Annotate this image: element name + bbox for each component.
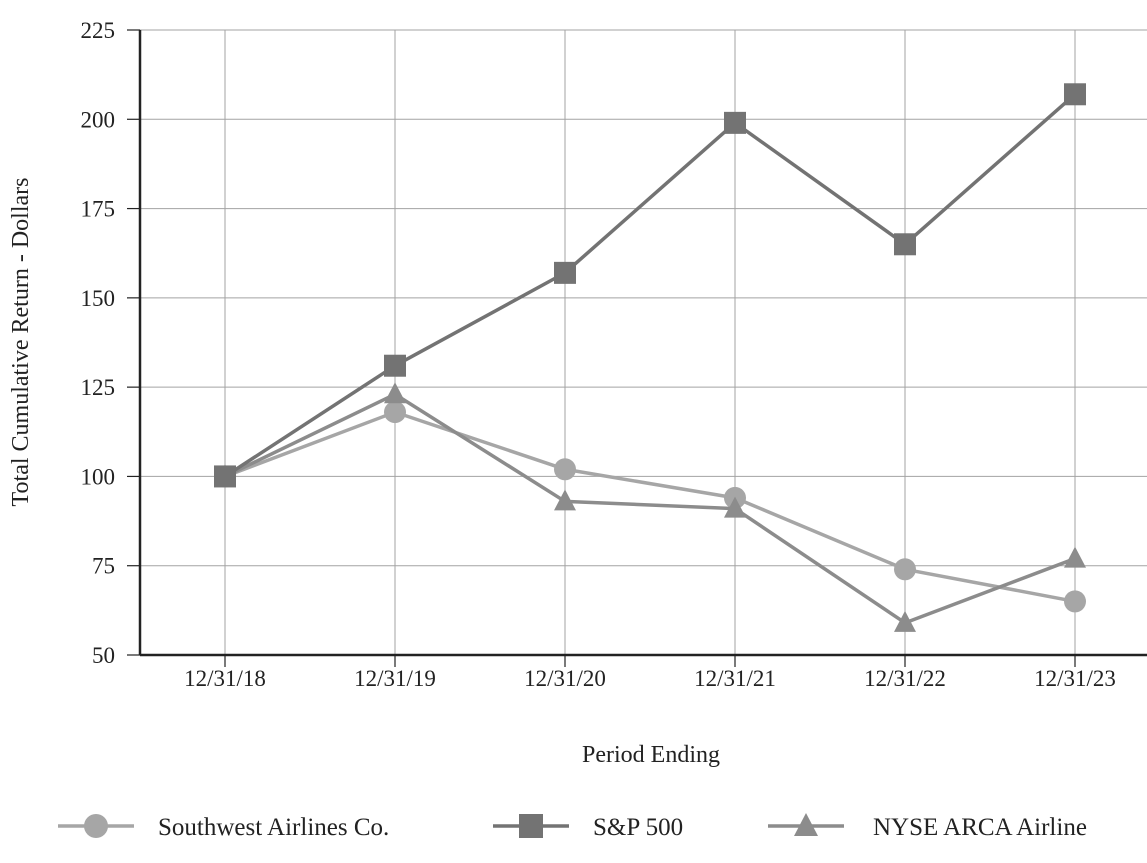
legend-item-nyse-arca-airline: NYSE ARCA Airline (768, 813, 1087, 841)
y-tick-label: 225 (81, 18, 116, 43)
y-tick-label: 150 (81, 286, 116, 311)
data-point-southwest-airlines-co (384, 401, 406, 424)
data-point-nyse-arca-airline (1064, 546, 1086, 568)
legend-label: S&P 500 (593, 814, 683, 841)
data-point-s-p-500 (724, 111, 746, 134)
data-point-nyse-arca-airline (554, 489, 576, 511)
x-tick-label: 12/31/20 (524, 666, 606, 691)
data-point-nyse-arca-airline (894, 610, 916, 632)
y-axis-label: Total Cumulative Return - Dollars (8, 178, 34, 507)
x-axis-label: Period Ending (582, 742, 720, 768)
grid-lines (140, 29, 1147, 655)
axes (138, 30, 1147, 657)
x-axis-ticks: 12/31/18 12/31/19 12/31/20 12/31/21 12/31/22… (184, 655, 1116, 691)
legend-item-s-p-500: S&P 500 (493, 814, 683, 841)
legend-marker-s-p-500 (519, 814, 543, 838)
x-tick-label: 12/31/23 (1034, 666, 1116, 691)
x-tick-label: 12/31/21 (694, 666, 776, 691)
data-point-nyse-arca-airline (724, 496, 746, 518)
series-s-p-500 (214, 83, 1086, 488)
x-tick-label: 12/31/18 (184, 666, 266, 691)
data-point-s-p-500 (1064, 83, 1086, 106)
data-point-southwest-airlines-co (894, 558, 916, 581)
series-line-southwest-airlines-co (224, 410, 1076, 604)
y-tick-label: 200 (81, 107, 116, 132)
data-point-s-p-500 (554, 261, 576, 284)
data-point-s-p-500 (894, 233, 916, 256)
data-point-nyse-arca-airline (384, 382, 406, 404)
y-tick-label: 125 (81, 375, 116, 400)
y-tick-label: 175 (81, 197, 116, 222)
legend-label: NYSE ARCA Airline (873, 814, 1087, 841)
y-axis-ticks: 50 75 100 125 150 175 200 225 (81, 18, 140, 668)
legend-marker-nyse-arca-airline (794, 813, 818, 836)
x-tick-label: 12/31/22 (864, 666, 946, 691)
data-point-s-p-500 (214, 465, 236, 488)
legend-marker-southwest-airlines-co (84, 814, 108, 838)
y-tick-label: 50 (92, 643, 115, 668)
series-group (214, 83, 1086, 632)
series-line-s-p-500 (224, 92, 1077, 478)
data-point-s-p-500 (384, 354, 406, 377)
data-point-southwest-airlines-co (554, 458, 576, 481)
series-nyse-arca-airline (214, 382, 1086, 632)
legend: Southwest Airlines Co. S&P 500 NYSE ARCA A… (58, 813, 1087, 841)
y-tick-label: 75 (92, 554, 115, 579)
series-southwest-airlines-co (214, 401, 1086, 613)
y-tick-label: 100 (81, 464, 116, 489)
legend-label: Southwest Airlines Co. (158, 814, 389, 841)
data-point-southwest-airlines-co (1064, 590, 1086, 613)
series-line-nyse-arca-airline (224, 392, 1076, 625)
legend-item-southwest-airlines-co: Southwest Airlines Co. (58, 814, 389, 841)
x-tick-label: 12/31/19 (354, 666, 436, 691)
